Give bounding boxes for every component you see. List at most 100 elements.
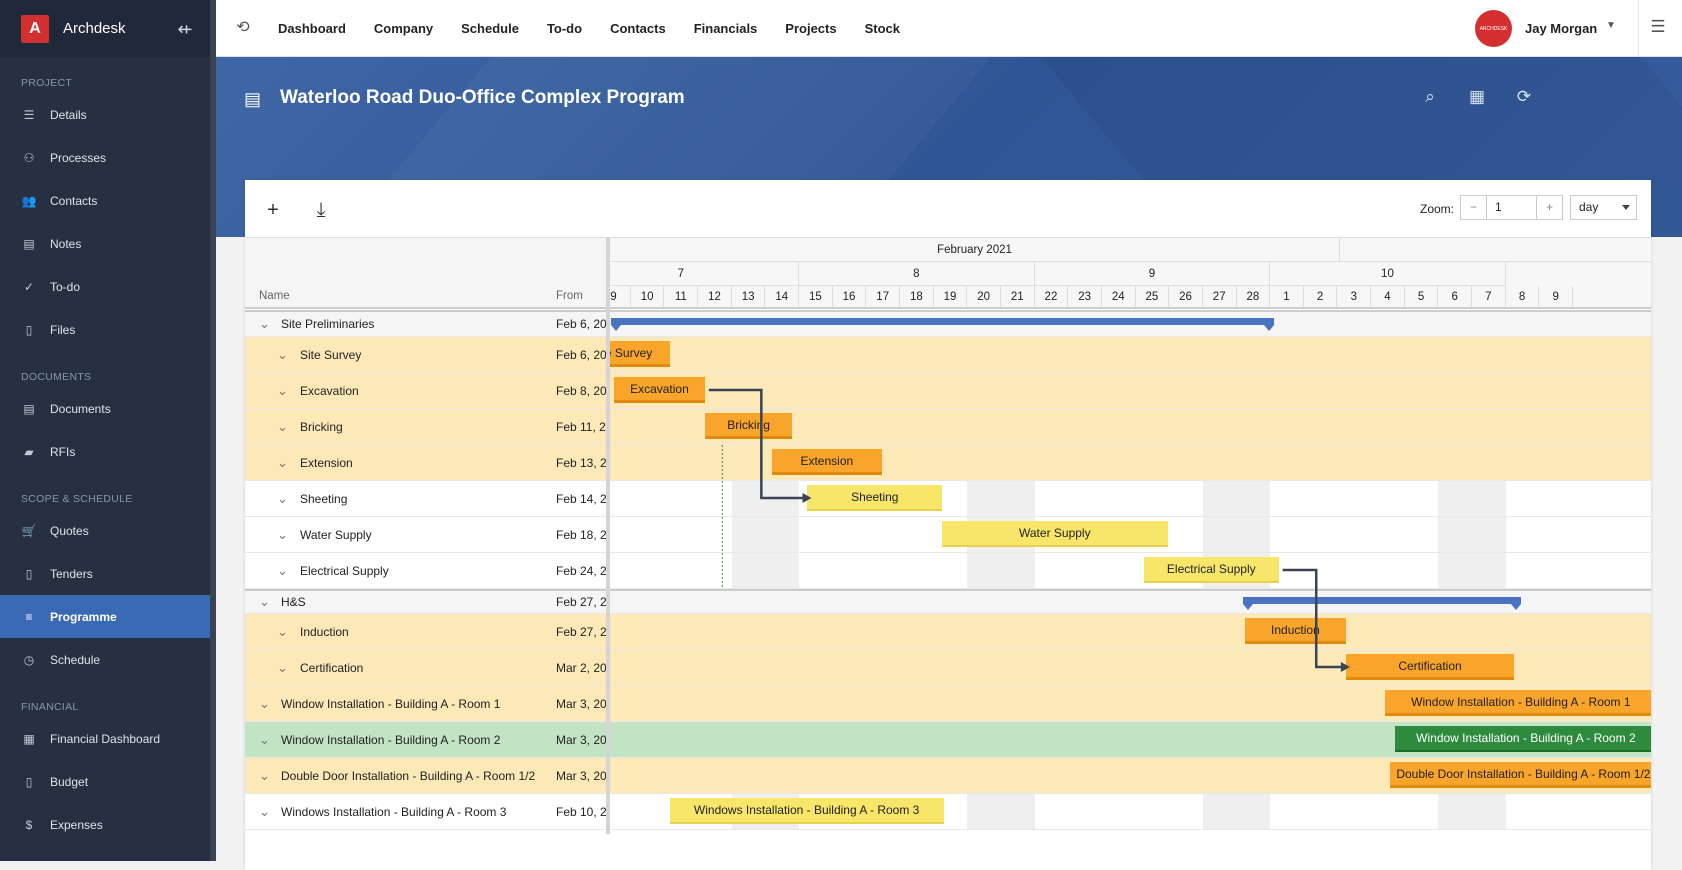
sidebar-item-documents[interactable]: ▤ Documents: [0, 387, 216, 430]
task-row[interactable]: ⌄ Double Door Installation - Building A -…: [245, 758, 1651, 794]
task-row[interactable]: ⌄ Water Supply Feb 18, 2021 Water Supply: [245, 517, 1651, 553]
task-row[interactable]: ⌄ Site Survey Feb 6, 2021 Site Survey: [245, 337, 1651, 373]
task-bar[interactable]: Electrical Supply: [1143, 557, 1279, 583]
menu-list-icon[interactable]: ☰: [1650, 17, 1666, 36]
column-header-from[interactable]: From: [556, 290, 583, 302]
chevron-down-icon[interactable]: ⌄: [277, 623, 288, 639]
task-from-date: Feb 8, 2021: [556, 383, 606, 398]
chevron-down-icon[interactable]: ⌄: [277, 346, 288, 362]
nav-item-contacts[interactable]: Contacts: [610, 21, 666, 36]
zoom-unit-select[interactable]: day: [1570, 195, 1637, 220]
summary-row[interactable]: ⌄ Site Preliminaries Feb 6, 2021: [245, 310, 1651, 337]
sidebar-item-details[interactable]: ☰ Details: [0, 93, 216, 136]
weekend-shade: [1438, 794, 1506, 829]
sidebar-item-rfis[interactable]: ▰ RFIs: [0, 430, 216, 473]
chevron-down-icon[interactable]: ⌄: [259, 803, 270, 819]
chevron-down-icon[interactable]: ⌄: [259, 731, 270, 747]
chevron-down-icon[interactable]: ⌄: [277, 490, 288, 506]
summary-bar[interactable]: [1243, 597, 1521, 610]
chevron-down-icon[interactable]: ⌄: [277, 659, 288, 675]
chevron-down-icon[interactable]: ⌄: [277, 562, 288, 578]
task-row[interactable]: ⌄ Windows Installation - Building A - Roo…: [245, 794, 1651, 830]
task-bar[interactable]: Water Supply: [942, 521, 1168, 547]
task-row[interactable]: ⌄ Extension Feb 13, 2021 Extension: [245, 445, 1651, 481]
zoom-minus-button[interactable]: −: [1469, 200, 1477, 214]
task-row[interactable]: ⌄ Window Installation - Building A - Room…: [245, 722, 1651, 758]
nav-item-stock[interactable]: Stock: [864, 21, 900, 36]
brand-name[interactable]: Archdesk: [63, 20, 126, 37]
zoom-stepper[interactable]: − 1 +: [1460, 195, 1563, 220]
refresh-icon[interactable]: ⟳: [1516, 87, 1532, 106]
download-icon[interactable]: ⤓: [316, 199, 326, 221]
brand-logo[interactable]: A: [21, 14, 49, 43]
task-row[interactable]: ⌄ Window Installation - Building A - Room…: [245, 686, 1651, 722]
history-icon[interactable]: ⟲: [236, 19, 250, 36]
task-row[interactable]: ⌄ Electrical Supply Feb 24, 2021 Electrical…: [245, 553, 1651, 589]
chevron-down-icon[interactable]: ⌄: [259, 695, 270, 711]
sidebar-item-schedule[interactable]: ◷ Schedule: [0, 638, 216, 681]
file-icon: ▯: [25, 566, 33, 581]
task-from-date: Mar 2, 2021: [556, 660, 606, 675]
task-row[interactable]: ⌄ Excavation Feb 8, 2021 Excavation: [245, 373, 1651, 409]
chevron-down-icon[interactable]: ⌄: [259, 767, 270, 783]
nav-item-dashboard[interactable]: Dashboard: [278, 21, 346, 36]
task-bar[interactable]: Double Door Installation - Building A - …: [1389, 762, 1651, 788]
sidebar-item-expenses[interactable]: $ Expenses: [0, 803, 216, 846]
sidebar-scrollbar[interactable]: [210, 0, 216, 861]
task-bar[interactable]: Bricking: [704, 413, 793, 439]
task-bar[interactable]: Sheeting: [807, 485, 943, 511]
task-from-date: Feb 13, 2021: [556, 455, 606, 470]
calendar-icon[interactable]: ▦: [1468, 87, 1486, 106]
nav-item-schedule[interactable]: Schedule: [461, 21, 519, 36]
collapse-sidebar-icon[interactable]: ⇷: [177, 18, 193, 39]
task-row[interactable]: ⌄ Bricking Feb 11, 2021 Bricking: [245, 409, 1651, 445]
task-bar[interactable]: Window Installation - Building A - Room …: [1384, 690, 1651, 716]
nav-item-company[interactable]: Company: [373, 21, 434, 36]
column-header-name[interactable]: Name: [259, 290, 290, 302]
sidebar-item-quotes[interactable]: 🛒 Quotes: [0, 509, 216, 552]
task-bar[interactable]: Induction: [1244, 618, 1346, 644]
sidebar-item-label: Programme: [50, 609, 117, 624]
task-bar[interactable]: Certification: [1345, 654, 1515, 680]
task-bar[interactable]: Windows Installation - Building A - Room…: [669, 798, 944, 824]
sidebar-item-processes[interactable]: ⚇ Processes: [0, 136, 216, 179]
zoom-plus-button[interactable]: +: [1545, 200, 1553, 214]
nav-item-to-do[interactable]: To-do: [546, 21, 583, 36]
nav-item-financials[interactable]: Financials: [693, 21, 758, 36]
chevron-down-icon[interactable]: ⌄: [277, 526, 288, 542]
task-bar[interactable]: Excavation: [614, 377, 705, 403]
sidebar-item-financial-dashboard[interactable]: ▦ Financial Dashboard: [0, 717, 216, 760]
task-bar[interactable]: Extension: [772, 449, 882, 475]
chevron-down-icon[interactable]: ⌄: [277, 454, 288, 470]
column-splitter[interactable]: [606, 238, 610, 834]
sidebar-item-notes[interactable]: ▤ Notes: [0, 222, 216, 265]
chevron-down-icon[interactable]: ⌄: [277, 382, 288, 398]
user-name[interactable]: Jay Morgan: [1525, 21, 1598, 36]
task-row[interactable]: ⌄ Sheeting Feb 14, 2021 Sheeting: [245, 481, 1651, 517]
chevron-down-icon[interactable]: ⌄: [259, 594, 270, 609]
task-row[interactable]: ⌄ Certification Mar 2, 2021 Certification: [245, 650, 1651, 686]
avatar[interactable]: ARCHDESK: [1475, 10, 1512, 47]
search-icon[interactable]: ⌕: [1425, 87, 1435, 106]
sidebar-item-budget[interactable]: ▯ Budget: [0, 760, 216, 803]
task-row[interactable]: ⌄ Induction Feb 27, 2021 Induction: [245, 614, 1651, 650]
task-bar-label: Certification: [1398, 658, 1462, 673]
zoom-input[interactable]: 1: [1486, 196, 1537, 219]
summary-bar[interactable]: [610, 318, 1274, 331]
sidebar-item-to-do[interactable]: ✓ To-do: [0, 265, 216, 308]
day-label: 11: [664, 286, 699, 307]
sidebar-item-programme[interactable]: ≡ Programme: [0, 595, 216, 638]
chevron-down-icon[interactable]: ▼: [1606, 20, 1616, 31]
add-icon[interactable]: +: [267, 199, 279, 221]
sidebar-item-files[interactable]: ▯ Files: [0, 308, 216, 351]
task-name: Water Supply: [300, 527, 372, 542]
sidebar-item-contacts[interactable]: 👥 Contacts: [0, 179, 216, 222]
task-bar[interactable]: Window Installation - Building A - Room …: [1394, 726, 1651, 752]
summary-row[interactable]: ⌄ H&S Feb 27, 2021: [245, 589, 1651, 614]
chevron-down-icon[interactable]: ⌄: [277, 418, 288, 434]
nav-item-projects[interactable]: Projects: [785, 21, 837, 36]
sidebar-item-tenders[interactable]: ▯ Tenders: [0, 552, 216, 595]
chevron-down-icon[interactable]: ⌄: [259, 316, 270, 331]
sidebar-section-title: DOCUMENTS: [21, 371, 92, 383]
task-bar[interactable]: Site Survey: [610, 341, 670, 367]
